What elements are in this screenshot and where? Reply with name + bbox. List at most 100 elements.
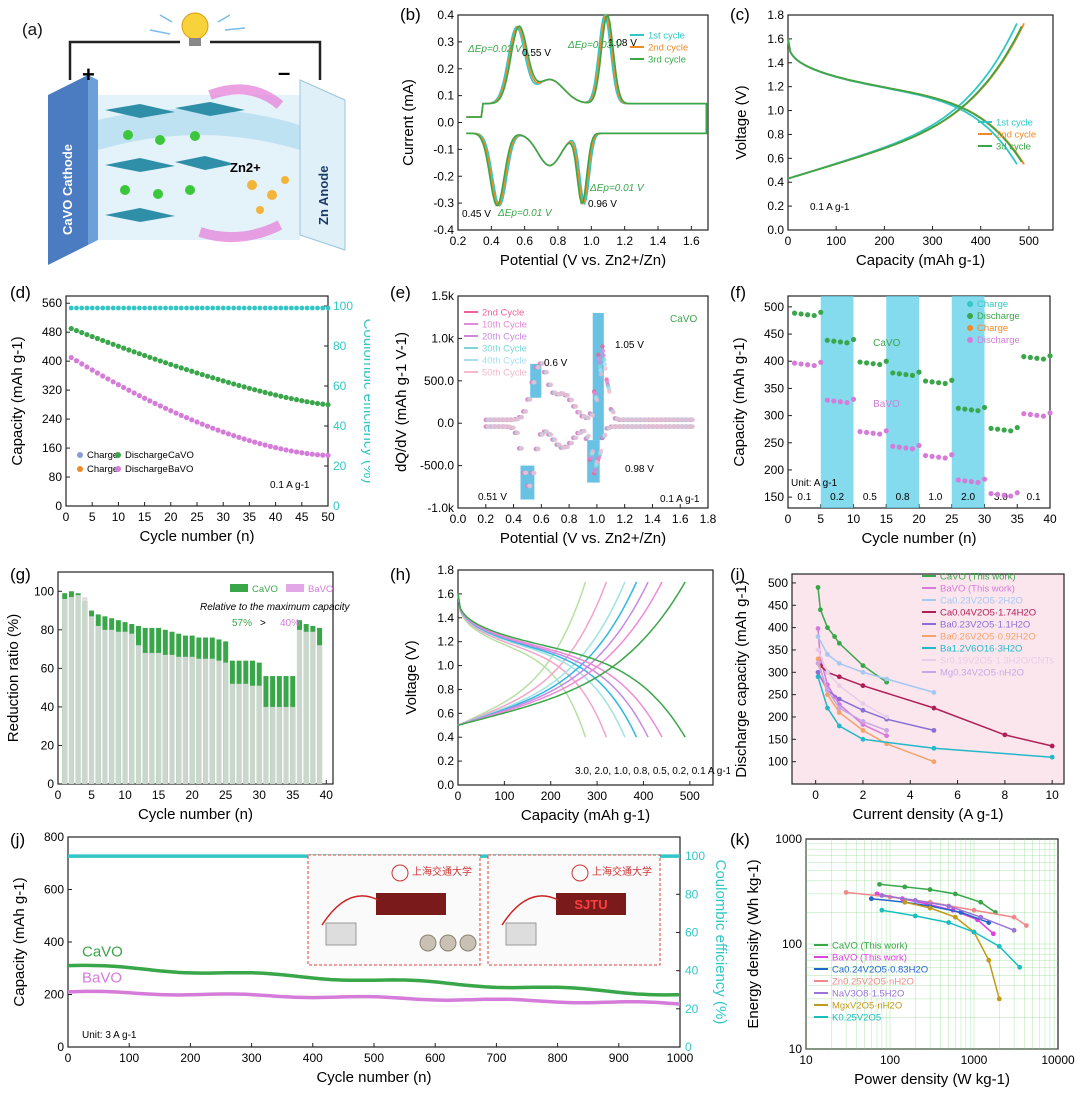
legend-k-entry: K0.25V2O5: [832, 1013, 881, 1024]
dqdv-point: [657, 417, 662, 423]
bavo-point: [220, 429, 226, 435]
charge-curve-0: [787, 23, 1018, 180]
dqdv-point: [619, 424, 625, 429]
dqdv-point: [507, 424, 512, 429]
bavo-point: [189, 417, 195, 423]
cavo-point: [94, 335, 101, 342]
ragone-point: [996, 996, 1002, 1002]
legend-i-entry: Ca0.04V2O5·1.74H2O: [940, 608, 1036, 619]
x-tick-label: 100: [826, 234, 846, 248]
panel-label: (b): [400, 5, 421, 24]
bavo-point: [805, 362, 811, 368]
y-tick-label: 560: [42, 296, 62, 310]
bavo-point: [320, 452, 326, 458]
x-tick-label: 40: [269, 510, 283, 524]
y-tick-label: 100: [782, 937, 802, 951]
x-axis-label: Capacity (mAh g-1): [521, 807, 650, 824]
comparison-point: [815, 647, 821, 653]
x-tick-label: 50: [321, 510, 335, 524]
x-axis-label: Cycle number (n): [139, 528, 254, 545]
comparison-line-2: [817, 636, 935, 694]
x-tick-label: 5: [89, 510, 96, 524]
x-tick-label: 0.0: [450, 512, 467, 526]
cavo-point: [903, 371, 909, 378]
cavo-point: [246, 385, 252, 391]
cavo-point: [857, 359, 863, 365]
dqdv-point: [586, 415, 591, 421]
bavo-point: [916, 442, 922, 449]
ragone-point: [986, 957, 992, 963]
y2-tick-label: 40: [685, 964, 699, 978]
rate-charge-0: [457, 581, 587, 726]
legend-i-entry: CaVO (This work): [940, 572, 1015, 583]
sample-label: CaVO: [670, 314, 697, 325]
dqdv-point: [648, 417, 654, 423]
cavo-point: [84, 331, 90, 338]
bavo-point: [309, 451, 315, 457]
rate-label: 0.1 A g-1: [660, 494, 700, 505]
cavo-point: [236, 382, 242, 389]
bavo-point: [278, 446, 284, 452]
y-tick-label: 300: [768, 665, 788, 679]
dqdv-point: [632, 417, 637, 423]
cavo-point: [811, 312, 817, 319]
y-tick-label: 0.6: [437, 706, 454, 720]
bavo-point: [811, 362, 817, 369]
bavo-bar: [169, 654, 175, 784]
bavo-bar: [109, 629, 115, 784]
y-tick-label: 500: [768, 576, 788, 590]
dqdv-point: [640, 417, 645, 423]
bavo-bar: [310, 631, 316, 784]
x-tick-label: 200: [180, 1051, 200, 1065]
y-tick-label: 600: [44, 883, 64, 897]
cavo-point: [877, 361, 883, 368]
dqdv-point: [582, 428, 587, 434]
peak-label: 1.08 V: [608, 38, 637, 49]
unit-label: Unit: 3 A g-1: [82, 1030, 137, 1041]
bavo-point: [152, 400, 158, 406]
bavo-bar: [270, 706, 276, 784]
bavo-point: [909, 446, 916, 452]
dqdv-point: [619, 417, 625, 422]
x-tick-label: 35: [1011, 512, 1025, 526]
dqdv-point: [590, 449, 595, 454]
dqdv-point: [578, 410, 583, 415]
dqdv-point: [603, 366, 608, 371]
panel-label: (c): [730, 5, 750, 24]
x-tick-label: 0.4: [483, 234, 500, 248]
x-tick-label: 600: [425, 1051, 445, 1065]
y-axis-label: dQ/dV (mAh g-1 V-1): [393, 332, 410, 472]
legend-d-entry: BaVO: [168, 464, 193, 475]
annotation: >: [260, 618, 266, 629]
x-tick-label: 0.8: [550, 234, 567, 248]
cavo-point: [837, 339, 843, 345]
dqdv-point: [498, 417, 504, 423]
x-tick-label: 0.2: [450, 234, 467, 248]
cavo-point: [325, 402, 331, 408]
ce-point: [278, 305, 284, 311]
bavo-bar: [75, 595, 81, 784]
x-tick-label: 40: [1043, 512, 1057, 526]
bavo-point: [850, 396, 857, 402]
comparison-point: [931, 745, 937, 751]
cavo-point: [152, 356, 158, 362]
y-tick-label: 0.6: [767, 151, 784, 165]
minus-sign: –: [278, 60, 290, 85]
legend-d-entry: Discharge: [125, 464, 168, 475]
bavo-point: [995, 491, 1001, 498]
y-tick-label: 400: [42, 354, 62, 368]
y-tick-label: 400: [768, 621, 788, 635]
bavo-label: BaVO: [873, 399, 900, 410]
y-tick-label: 0: [47, 777, 54, 791]
y2-tick-label: 100: [333, 299, 353, 313]
peak-label: 0.96 V: [588, 199, 617, 210]
legend-g-entry: BaVO: [308, 584, 333, 595]
bavo-bar: [296, 629, 302, 784]
bavo-point: [126, 387, 132, 393]
bavo-point: [325, 452, 331, 458]
y-tick-label: 80: [49, 470, 63, 484]
x-tick-label: 1.6: [683, 234, 700, 248]
legend-d-entry: CaVO: [168, 450, 194, 461]
ce-point: [184, 305, 189, 311]
x-tick-label: 30: [978, 512, 992, 526]
